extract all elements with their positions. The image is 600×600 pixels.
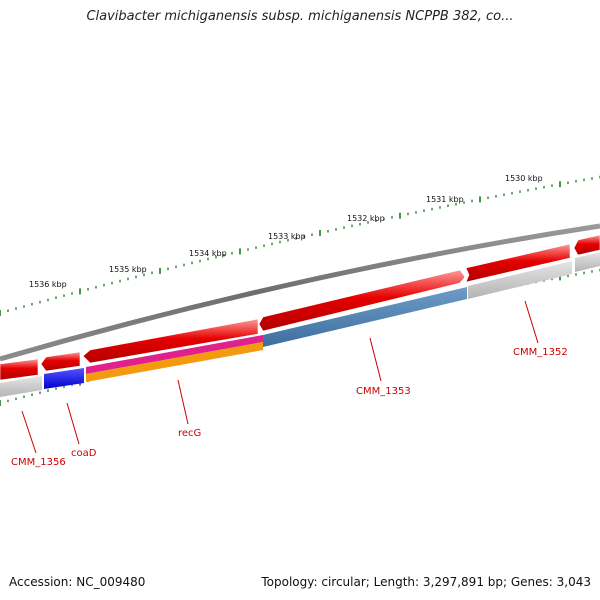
cds-arrow: [465, 243, 571, 283]
kbp-label-1531: 1531 kbp: [426, 195, 464, 204]
gene-label-recg: recG: [178, 428, 201, 439]
kbp-label-1534: 1534 kbp: [189, 249, 227, 258]
cmm1353-feature: [263, 287, 467, 347]
cds-arrow: [0, 358, 39, 381]
recG-magenta-feature: [86, 335, 263, 374]
leader-line: [177, 379, 189, 425]
leader-line: [66, 402, 80, 445]
coaD-feature: [44, 368, 84, 389]
gray-feature: [575, 252, 600, 272]
recG-orange-feature: [86, 342, 263, 382]
gene-label-cmm1353: CMM_1353: [356, 386, 411, 397]
kbp-label-1532: 1532 kbp: [347, 214, 385, 223]
gene-label-cmm1356: CMM_1356: [11, 457, 66, 468]
forward-cds-track: [0, 234, 600, 381]
gray-feature: [0, 376, 42, 397]
leader-line: [524, 300, 539, 344]
gene-label-cmm1352: CMM_1352: [513, 347, 568, 358]
scale-labels: 1530 kbp 1531 kbp 1532 kbp 1533 kbp 1534…: [29, 174, 543, 289]
accession-label: Accession: NC_009480: [9, 575, 146, 589]
gene-leaders: [21, 300, 539, 454]
gene-label-coad: coaD: [71, 448, 97, 459]
kbp-label-1535: 1535 kbp: [109, 265, 147, 274]
kbp-label-1530: 1530 kbp: [505, 174, 543, 183]
cds-arrow: [40, 351, 81, 372]
cds-arrow: [82, 318, 259, 364]
cmm1352-feature: [468, 261, 572, 299]
leader-line: [21, 410, 37, 454]
leader-line: [369, 337, 382, 382]
map-title: Clavibacter michiganensis subsp. michiga…: [86, 9, 514, 24]
kbp-label-1533: 1533 kbp: [268, 232, 306, 241]
topology-label: Topology: circular; Length: 3,297,891 bp…: [261, 575, 591, 589]
cds-arrow: [573, 234, 600, 256]
backbone-ring: [0, 223, 600, 362]
cds-arrow: [258, 269, 466, 332]
feature-track: [0, 252, 600, 397]
gene-labels: CMM_1352 CMM_1353 recG coaD CMM_1356: [11, 347, 568, 468]
kbp-label-1536: 1536 kbp: [29, 280, 67, 289]
